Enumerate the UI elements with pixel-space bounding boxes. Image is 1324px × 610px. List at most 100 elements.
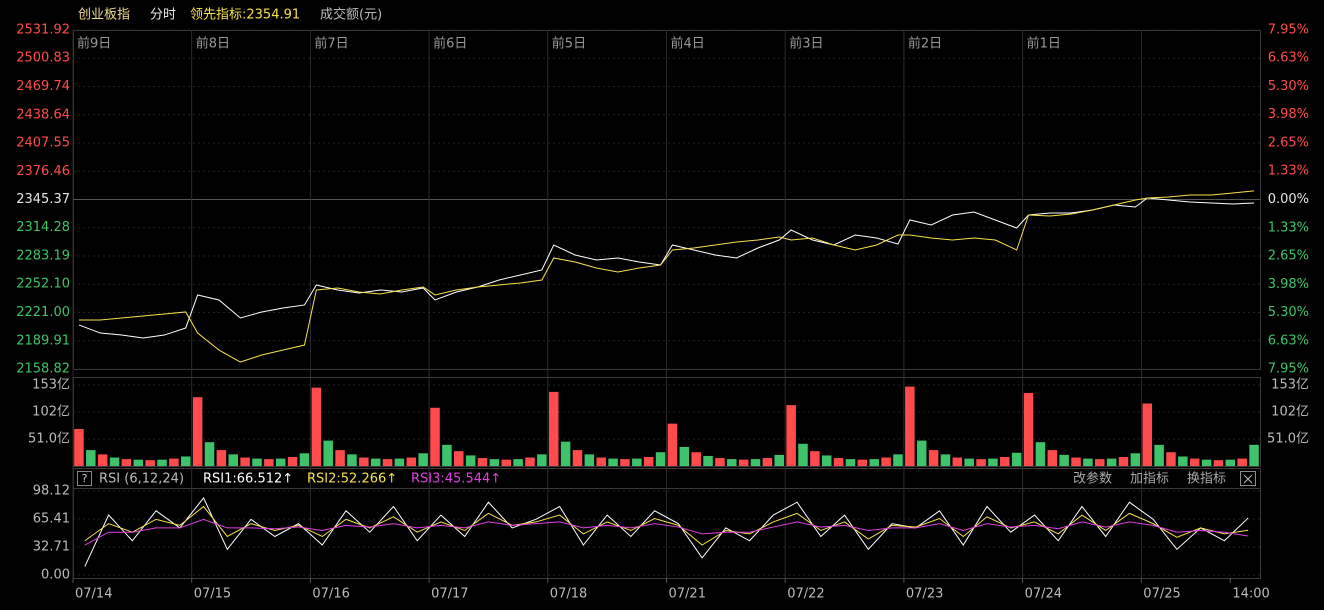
volume-bar <box>513 459 523 466</box>
y-tick-label: 2531.92 <box>16 23 70 38</box>
day-label: 前8日 <box>196 36 230 52</box>
series-line <box>78 197 1255 339</box>
volume-bar <box>916 440 927 466</box>
toolbar-button[interactable]: 加指标 <box>1130 472 1169 487</box>
volume-bar <box>370 458 381 466</box>
volume-bar <box>1189 458 1200 466</box>
series-line <box>78 190 1255 363</box>
volume-bar <box>1130 453 1141 466</box>
y-tick-label: 2252.10 <box>16 277 70 292</box>
volume-bar <box>394 458 405 466</box>
y-tick-label: 2314.28 <box>16 220 70 235</box>
volume-bar <box>240 457 250 466</box>
x-tick-label: 07/18 <box>550 587 587 602</box>
volume-bar <box>181 456 191 466</box>
volume-bar <box>1178 456 1188 466</box>
volume-bar <box>252 458 262 466</box>
y-tick-label: 102亿 <box>32 405 70 420</box>
volume-bar <box>976 459 986 466</box>
indicator-title: RSI (6,12,24) <box>99 472 184 487</box>
volume-bar <box>881 457 891 466</box>
y2-tick-label: 1.33% <box>1268 164 1309 179</box>
volume-bar <box>548 391 559 466</box>
y2-tick-label: 7.95% <box>1268 362 1309 377</box>
volume-bar <box>109 457 120 466</box>
day-label: 前1日 <box>1027 36 1061 52</box>
volume-bar <box>275 458 286 466</box>
volume-bar <box>157 459 167 466</box>
volume-bar <box>667 423 678 466</box>
volume-bar <box>169 458 179 466</box>
day-label: 前4日 <box>671 36 705 52</box>
volume-bar <box>584 454 595 466</box>
series-line <box>84 505 1249 546</box>
volume-bar <box>845 459 856 466</box>
y-tick-label: 2221.00 <box>16 305 70 320</box>
volume-bar <box>406 457 417 466</box>
volume-bar <box>1059 454 1069 466</box>
volume-bar <box>477 458 488 466</box>
x-tick-label: 07/15 <box>194 587 231 602</box>
y-tick-label: 2438.64 <box>16 107 70 122</box>
volume-bar <box>1106 458 1117 466</box>
volume-bar <box>430 407 440 466</box>
volume-bar <box>347 454 357 466</box>
volume-bar <box>264 459 274 466</box>
close-icon-glyph <box>1243 474 1253 484</box>
x-tick-label: 07/16 <box>312 587 349 602</box>
volume-bar <box>382 459 393 466</box>
volume-bar <box>192 397 203 466</box>
volume-bar <box>1083 458 1093 466</box>
volume-bar <box>1023 392 1034 466</box>
y-tick-label: 0.00 <box>41 568 70 583</box>
x-tick-label: 07/14 <box>75 587 112 602</box>
volume-bar <box>952 457 963 466</box>
volume-bar <box>1154 444 1164 466</box>
x-tick-label: 07/23 <box>906 587 943 602</box>
legend-label: RSI2:52.266↑ <box>307 472 397 487</box>
volume-bar <box>786 405 796 466</box>
volume-bar <box>311 387 322 466</box>
volume-bar <box>893 454 903 466</box>
volume-bar <box>596 457 606 466</box>
y-tick-label: 2469.74 <box>16 79 70 94</box>
volume-bar <box>727 459 737 466</box>
y2-tick-label: 153亿 <box>1271 378 1309 393</box>
x-tick-label: 07/22 <box>787 587 824 602</box>
volume-bar <box>774 454 785 466</box>
help-icon[interactable] <box>77 471 92 486</box>
volume-bar <box>1118 457 1129 466</box>
y2-tick-label: 3.98% <box>1268 107 1309 122</box>
header-label[interactable]: 分时 <box>150 8 176 23</box>
volume-bar <box>287 457 298 466</box>
y-tick-label: 65.41 <box>33 512 70 527</box>
volume-bar <box>228 454 238 466</box>
day-label: 前7日 <box>314 36 348 52</box>
y2-tick-label: 5.30% <box>1268 305 1309 320</box>
close-icon[interactable] <box>1240 471 1256 486</box>
toolbar-button[interactable]: 换指标 <box>1187 472 1226 487</box>
volume-bar <box>299 453 310 466</box>
volume-bar <box>738 459 749 466</box>
x-tick-label: 14:00 <box>1232 587 1269 602</box>
volume-bar <box>620 459 630 466</box>
y2-tick-label: 0.00% <box>1268 192 1309 207</box>
day-label: 前3日 <box>789 36 823 52</box>
volume-bar <box>869 459 879 466</box>
y-tick-label: 51.0亿 <box>28 432 70 447</box>
volume-bar <box>1071 457 1081 466</box>
volume-bar <box>715 458 725 466</box>
volume-bar <box>1142 403 1152 466</box>
volume-bar <box>560 441 571 466</box>
y2-tick-label: 2.65% <box>1268 249 1309 264</box>
series-line <box>84 518 1249 546</box>
y-tick-label: 2407.55 <box>16 136 70 151</box>
volume-bar <box>643 457 654 466</box>
volume-bar <box>97 454 108 466</box>
toolbar-button[interactable]: 改参数 <box>1073 471 1112 487</box>
volume-bar <box>1213 460 1224 466</box>
y2-tick-label: 102亿 <box>1271 405 1309 420</box>
y2-tick-label: 5.30% <box>1268 79 1309 94</box>
volume-bar <box>537 454 547 466</box>
